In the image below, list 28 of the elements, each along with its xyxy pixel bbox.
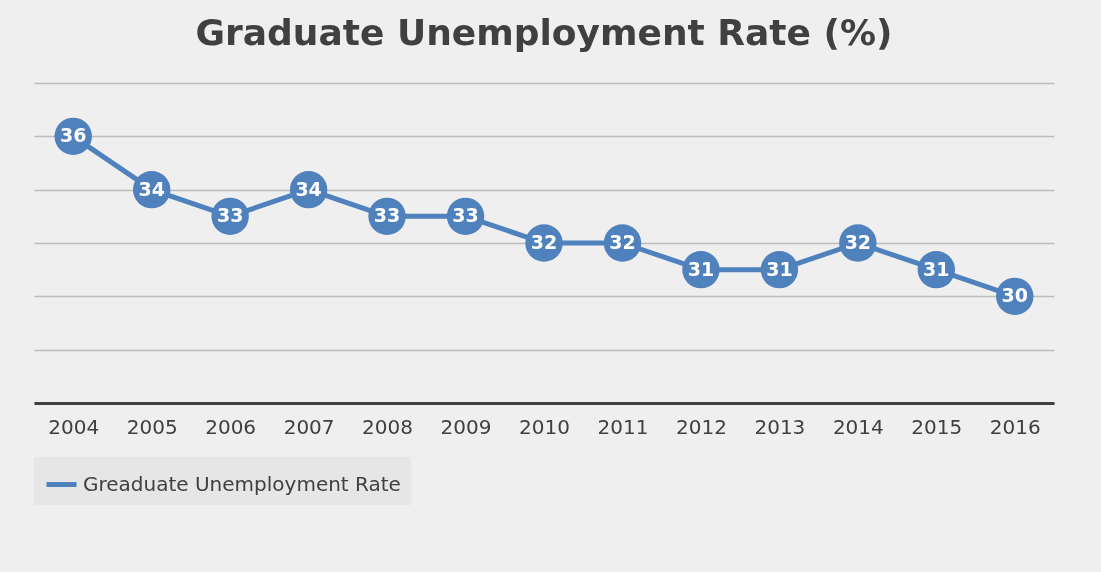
data-label: 32 (844, 231, 872, 253)
data-label: 34 (138, 177, 165, 200)
data-label: 32 (530, 231, 558, 253)
x-tick-label: 2010 (519, 414, 570, 439)
x-tick-label: 2009 (440, 414, 492, 439)
x-tick-label: 2013 (754, 414, 806, 439)
data-label: 31 (687, 257, 715, 280)
data-label: 33 (452, 204, 479, 227)
data-label: 34 (295, 177, 322, 200)
x-tick-label: 2005 (126, 414, 178, 439)
x-tick-label: 2007 (283, 414, 335, 439)
x-tick-label: 2008 (362, 414, 414, 439)
legend-label: Greaduate Unemployment Rate (83, 471, 401, 496)
x-tick-label: 2014 (832, 414, 884, 439)
x-tick-label: 2004 (48, 414, 100, 439)
x-tick-label: 2016 (989, 414, 1041, 439)
data-label: 32 (609, 231, 636, 253)
data-label: 31 (766, 257, 793, 280)
data-label: 36 (60, 124, 87, 147)
x-tick-label: 2015 (911, 414, 963, 439)
chart-title: Graduate Unemployment Rate (%) (195, 12, 893, 53)
data-label: 33 (373, 204, 401, 227)
x-tick-label: 2012 (675, 414, 727, 439)
data-label: 33 (216, 204, 244, 227)
data-label: 31 (923, 257, 950, 280)
data-label: 30 (1001, 284, 1028, 307)
x-tick-label: 2011 (597, 414, 649, 439)
x-tick-label: 2006 (205, 414, 257, 439)
